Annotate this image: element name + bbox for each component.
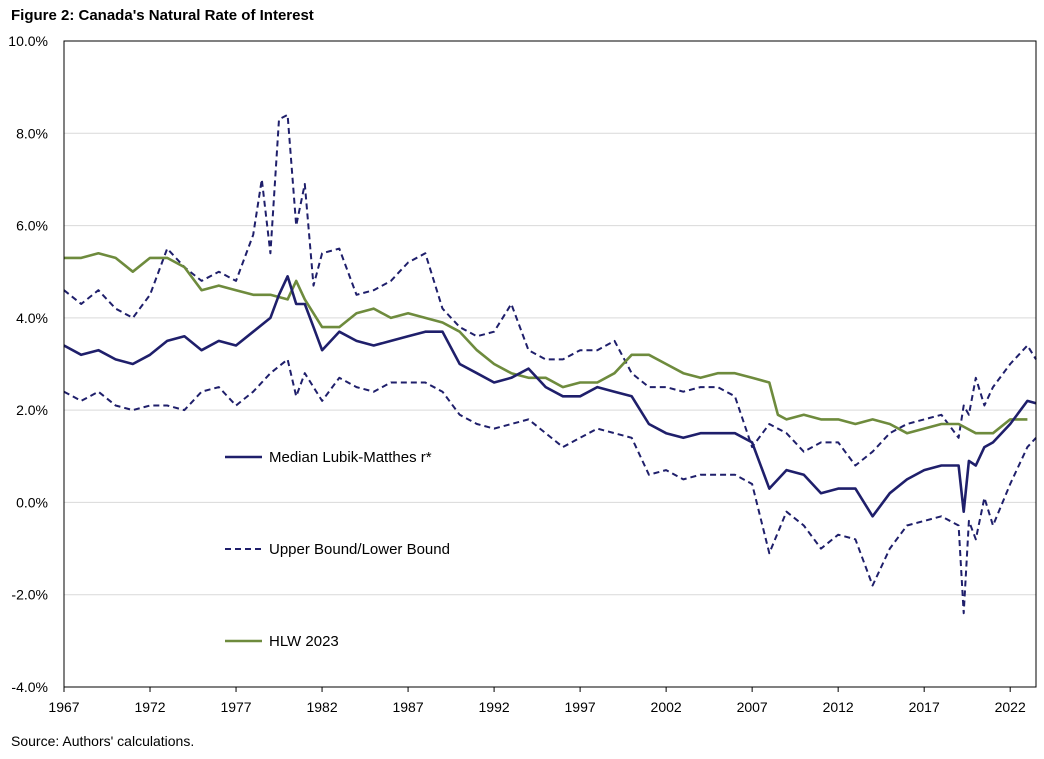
- x-tick-label: 2017: [909, 699, 940, 715]
- series-line-upper: [63, 113, 1037, 467]
- y-tick-label: 6.0%: [16, 218, 48, 234]
- source-note: Source: Authors' calculations.: [11, 733, 195, 749]
- y-tick-label: -2.0%: [11, 587, 48, 603]
- y-tick-label: 4.0%: [16, 310, 48, 326]
- x-tick-label: 2012: [823, 699, 854, 715]
- x-tick-label: 2007: [737, 699, 768, 715]
- axes: [63, 40, 1037, 688]
- x-axis-ticks: 1967 1972 1977 1982 1987 1992 1997 2002 2007 2012…: [48, 687, 1026, 715]
- legend-label-upper: Upper Bound/Lower Bound: [269, 541, 450, 558]
- x-tick-label: 1967: [48, 699, 79, 715]
- series-layer: [63, 113, 1037, 615]
- plot-frame: [63, 40, 1037, 688]
- series-line-lower: [63, 358, 1037, 615]
- legend: Median Lubik-Matthes r* Upper Bound/Lower…: [225, 449, 450, 650]
- y-tick-label: -4.0%: [11, 679, 48, 695]
- legend-label-median: Median Lubik-Matthes r*: [269, 449, 432, 466]
- x-tick-label: 1972: [134, 699, 165, 715]
- y-tick-label: 0.0%: [16, 494, 48, 510]
- y-tick-label: 2.0%: [16, 402, 48, 418]
- series-line-median: [63, 275, 1037, 518]
- y-axis-ticks: -4.0% -2.0% 0.0% 2.0% 4.0% 6.0% 8.0% 10.0%: [8, 33, 48, 695]
- chart-title: Figure 2: Canada's Natural Rate of Inter…: [11, 7, 314, 24]
- y-tick-label: 8.0%: [16, 125, 48, 141]
- y-tick-label: 10.0%: [8, 33, 48, 49]
- x-tick-label: 1997: [565, 699, 596, 715]
- series-line-hlw: [64, 252, 1028, 435]
- x-tick-label: 2022: [995, 699, 1026, 715]
- x-tick-label: 1982: [306, 699, 337, 715]
- x-tick-label: 1987: [392, 699, 423, 715]
- legend-label-hlw: HLW 2023: [269, 633, 339, 650]
- x-tick-label: 2002: [651, 699, 682, 715]
- x-tick-label: 1977: [220, 699, 251, 715]
- gridlines: [64, 132, 1036, 596]
- x-tick-label: 1992: [479, 699, 510, 715]
